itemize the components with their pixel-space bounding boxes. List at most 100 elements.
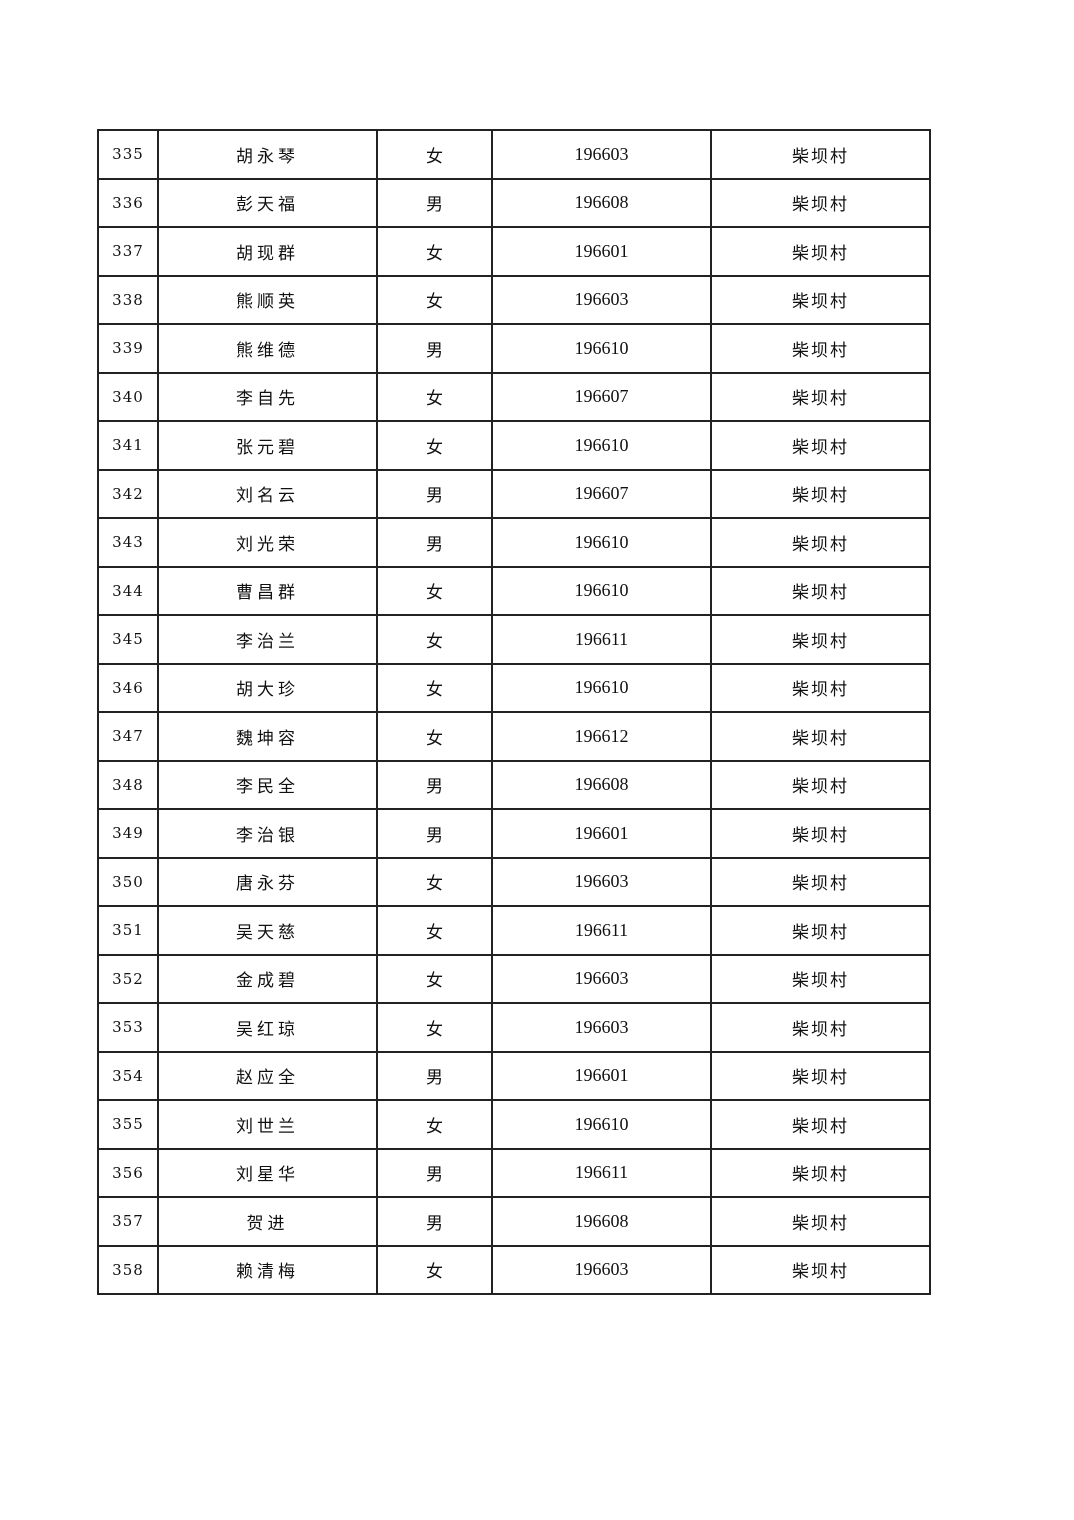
village-cell: 柴坝村 <box>710 808 931 859</box>
birth-month-cell: 196610 <box>491 323 712 374</box>
table-row: 352 金成碧女 196603 柴坝村 <box>97 953 931 1004</box>
table-row: 348 李民全男 196608 柴坝村 <box>97 759 931 810</box>
birth-month-cell: 196603 <box>491 1002 712 1053</box>
row-number-cell: 335 <box>97 129 159 180</box>
table-row: 342 刘名云男 196607 柴坝村 <box>97 468 931 519</box>
gender-cell: 女 <box>376 1099 493 1150</box>
birth-month-cell: 196603 <box>491 129 712 180</box>
gender-cell: 女 <box>376 662 493 713</box>
person-name-cell: 魏坤容 <box>157 711 378 762</box>
village-cell: 柴坝村 <box>710 468 931 519</box>
row-number-cell: 344 <box>97 565 159 616</box>
birth-month-cell: 196603 <box>491 274 712 325</box>
table-row: 358 赖清梅女 196603 柴坝村 <box>97 1244 931 1295</box>
village-cell: 柴坝村 <box>710 711 931 762</box>
birth-month-cell: 196607 <box>491 371 712 422</box>
village-cell: 柴坝村 <box>710 371 931 422</box>
village-cell: 柴坝村 <box>710 517 931 568</box>
table-row: 337 胡现群女 196601 柴坝村 <box>97 226 931 277</box>
row-number-cell: 357 <box>97 1196 159 1247</box>
village-cell: 柴坝村 <box>710 565 931 616</box>
row-number-cell: 353 <box>97 1002 159 1053</box>
table-row: 346 胡大珍女 196610 柴坝村 <box>97 662 931 713</box>
person-name-cell: 吴天慈 <box>157 905 378 956</box>
person-name-cell: 李治兰 <box>157 614 378 665</box>
birth-month-cell: 196610 <box>491 517 712 568</box>
person-name-cell: 李民全 <box>157 759 378 810</box>
birth-month-cell: 196601 <box>491 1050 712 1101</box>
person-name-cell: 唐永芬 <box>157 856 378 907</box>
table-row: 343 刘光荣男 196610 柴坝村 <box>97 517 931 568</box>
person-name-cell: 胡现群 <box>157 226 378 277</box>
birth-month-cell: 196610 <box>491 420 712 471</box>
person-name-cell: 吴红琼 <box>157 1002 378 1053</box>
person-name-cell: 曹昌群 <box>157 565 378 616</box>
birth-month-cell: 196610 <box>491 565 712 616</box>
gender-cell: 女 <box>376 129 493 180</box>
gender-cell: 女 <box>376 953 493 1004</box>
gender-cell: 女 <box>376 565 493 616</box>
gender-cell: 女 <box>376 420 493 471</box>
gender-cell: 女 <box>376 226 493 277</box>
gender-cell: 女 <box>376 371 493 422</box>
person-name-cell: 贺进 <box>157 1196 378 1247</box>
person-name-cell: 赵应全 <box>157 1050 378 1101</box>
gender-cell: 男 <box>376 808 493 859</box>
person-name-cell: 熊维德 <box>157 323 378 374</box>
person-name-cell: 张元碧 <box>157 420 378 471</box>
person-name-cell: 刘星华 <box>157 1147 378 1198</box>
village-cell: 柴坝村 <box>710 323 931 374</box>
row-number-cell: 346 <box>97 662 159 713</box>
roster-table: 335 胡永琴女 196603 柴坝村 336 彭天福男 196608 柴坝村 337 胡现群女 1… <box>97 129 931 1295</box>
row-number-cell: 354 <box>97 1050 159 1101</box>
gender-cell: 男 <box>376 759 493 810</box>
gender-cell: 男 <box>376 468 493 519</box>
birth-month-cell: 196610 <box>491 662 712 713</box>
birth-month-cell: 196607 <box>491 468 712 519</box>
row-number-cell: 337 <box>97 226 159 277</box>
row-number-cell: 350 <box>97 856 159 907</box>
table-row: 339 熊维德男 196610 柴坝村 <box>97 323 931 374</box>
village-cell: 柴坝村 <box>710 226 931 277</box>
row-number-cell: 341 <box>97 420 159 471</box>
gender-cell: 女 <box>376 274 493 325</box>
village-cell: 柴坝村 <box>710 1050 931 1101</box>
row-number-cell: 358 <box>97 1244 159 1295</box>
row-number-cell: 340 <box>97 371 159 422</box>
birth-month-cell: 196611 <box>491 614 712 665</box>
gender-cell: 男 <box>376 323 493 374</box>
birth-month-cell: 196603 <box>491 856 712 907</box>
person-name-cell: 金成碧 <box>157 953 378 1004</box>
village-cell: 柴坝村 <box>710 856 931 907</box>
table-row: 356 刘星华男 196611 柴坝村 <box>97 1147 931 1198</box>
birth-month-cell: 196603 <box>491 953 712 1004</box>
row-number-cell: 348 <box>97 759 159 810</box>
village-cell: 柴坝村 <box>710 1244 931 1295</box>
birth-month-cell: 196601 <box>491 808 712 859</box>
person-name-cell: 刘名云 <box>157 468 378 519</box>
person-name-cell: 熊顺英 <box>157 274 378 325</box>
row-number-cell: 351 <box>97 905 159 956</box>
gender-cell: 男 <box>376 1196 493 1247</box>
village-cell: 柴坝村 <box>710 759 931 810</box>
person-name-cell: 刘光荣 <box>157 517 378 568</box>
person-name-cell: 李治银 <box>157 808 378 859</box>
table-row: 335 胡永琴女 196603 柴坝村 <box>97 129 931 180</box>
row-number-cell: 355 <box>97 1099 159 1150</box>
gender-cell: 男 <box>376 1050 493 1101</box>
gender-cell: 女 <box>376 711 493 762</box>
row-number-cell: 338 <box>97 274 159 325</box>
gender-cell: 男 <box>376 1147 493 1198</box>
row-number-cell: 356 <box>97 1147 159 1198</box>
table-row: 353 吴红琼女 196603 柴坝村 <box>97 1002 931 1053</box>
village-cell: 柴坝村 <box>710 1002 931 1053</box>
table-row: 355 刘世兰女 196610 柴坝村 <box>97 1099 931 1150</box>
row-number-cell: 343 <box>97 517 159 568</box>
roster-table-body: 335 胡永琴女 196603 柴坝村 336 彭天福男 196608 柴坝村 337 胡现群女 1… <box>97 129 931 1295</box>
birth-month-cell: 196611 <box>491 1147 712 1198</box>
person-name-cell: 胡大珍 <box>157 662 378 713</box>
table-row: 350 唐永芬女 196603 柴坝村 <box>97 856 931 907</box>
village-cell: 柴坝村 <box>710 662 931 713</box>
row-number-cell: 342 <box>97 468 159 519</box>
village-cell: 柴坝村 <box>710 420 931 471</box>
